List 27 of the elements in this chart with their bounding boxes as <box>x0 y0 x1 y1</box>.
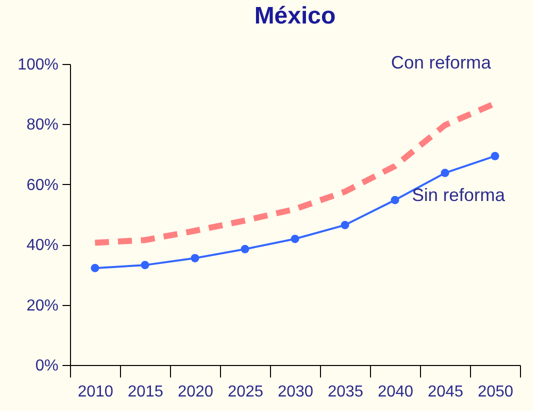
y-tick-label: 0% <box>35 358 58 374</box>
x-tick-label: 2050 <box>478 384 514 400</box>
x-tick-label: 2045 <box>428 384 464 400</box>
y-tick-label: 40% <box>26 237 58 254</box>
point <box>490 152 500 160</box>
y-tick-label: 60% <box>26 176 58 194</box>
y-tick-label: 80% <box>26 116 58 134</box>
x-tick-label: 2015 <box>128 384 164 400</box>
series-label: Sin reforma <box>412 185 506 206</box>
point <box>440 168 450 178</box>
x-tick-label: 2010 <box>78 384 114 400</box>
x-tick-label: 2035 <box>328 384 364 400</box>
y-tick-label: 100% <box>18 56 58 74</box>
x-tick-label: 2020 <box>178 384 214 400</box>
y-tick-label: 20% <box>26 297 58 314</box>
series-label: Con reforma <box>390 52 492 72</box>
x-tick-label: 2030 <box>278 384 314 400</box>
point <box>90 264 100 272</box>
point <box>390 196 400 204</box>
x-tick-label: 2040 <box>378 384 414 400</box>
point <box>140 260 150 270</box>
point <box>340 220 350 230</box>
point <box>290 234 300 244</box>
point <box>190 254 200 262</box>
chart-title: México <box>254 2 336 30</box>
x-tick-label: 2025 <box>228 384 264 400</box>
point <box>240 244 250 254</box>
